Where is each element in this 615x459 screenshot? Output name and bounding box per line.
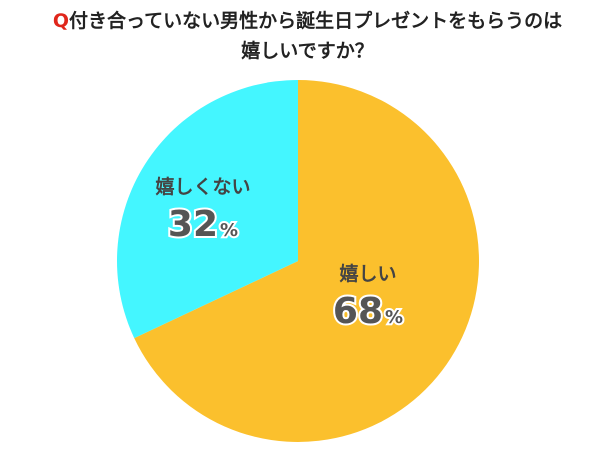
chart-title: Q付き合っていない男性から誕生日プレゼントをもらうのは 嬉しいですか？ xyxy=(0,6,615,66)
slice-value-happy: 68% xyxy=(333,291,403,332)
pie-labels: 嬉しい 68 % 嬉しくない 32% xyxy=(155,175,405,334)
title-line-2: 嬉しいですか？ xyxy=(241,40,374,62)
slice-label-not-happy: 嬉しくない xyxy=(155,175,250,198)
title-line-1: Q付き合っていない男性から誕生日プレゼントをもらうのは xyxy=(0,6,615,36)
pie-slices xyxy=(116,80,479,442)
title-text-line-1: 付き合っていない男性から誕生日プレゼントをもらうのは xyxy=(69,10,563,32)
slice-value-not-happy: 32% xyxy=(168,204,238,245)
title-q-mark: Q xyxy=(52,10,70,32)
pie-slice-not-happy xyxy=(116,80,298,339)
slice-label-happy: 嬉しい xyxy=(339,262,396,285)
pie-slice-happy xyxy=(134,80,479,442)
